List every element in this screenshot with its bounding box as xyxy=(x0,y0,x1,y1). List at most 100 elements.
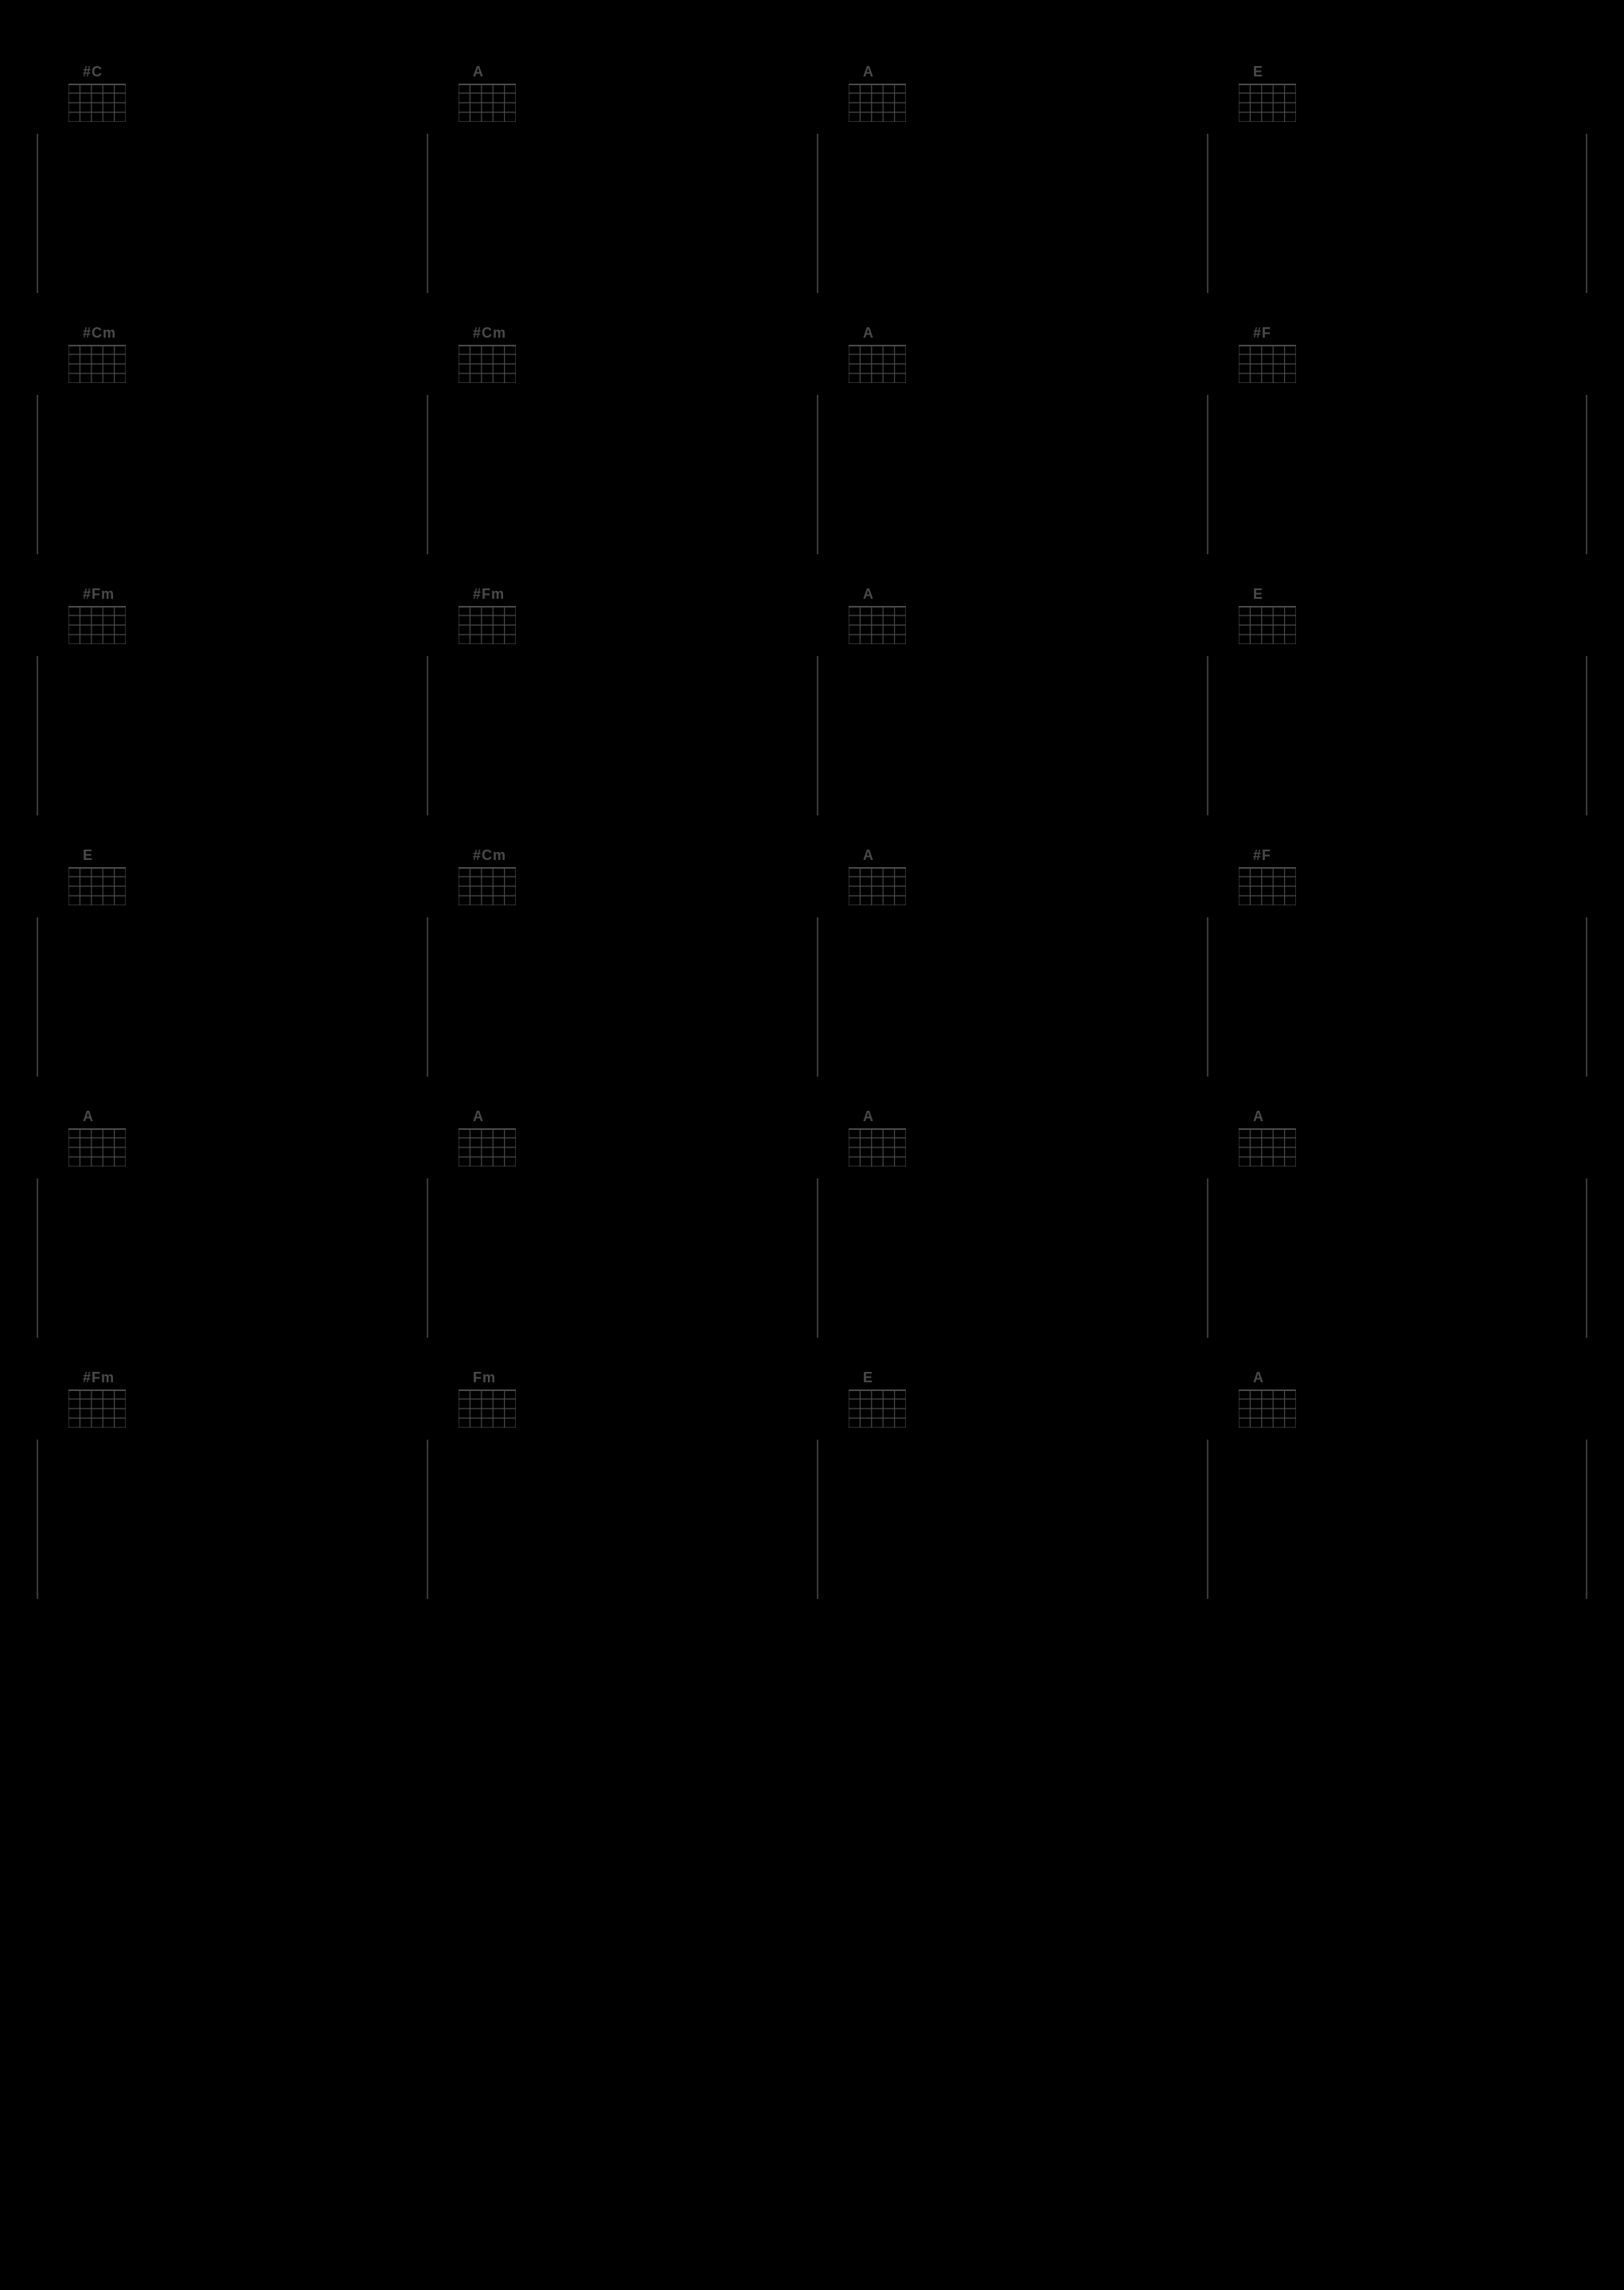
staff-area xyxy=(1207,1440,1587,1599)
chord-label: E xyxy=(1239,586,1587,603)
chord-block: E xyxy=(1207,586,1587,648)
barline xyxy=(37,656,38,815)
chord-grid xyxy=(68,84,126,122)
barline xyxy=(427,395,428,554)
barline-end xyxy=(1586,134,1587,293)
staff-area xyxy=(427,1178,807,1338)
chord-grid xyxy=(459,867,516,905)
chord-segment: A xyxy=(812,64,1202,293)
chord-grid xyxy=(1239,345,1296,383)
chord-segment: A xyxy=(422,64,812,293)
barline xyxy=(37,1440,38,1599)
barline xyxy=(1207,1178,1208,1338)
staff-area xyxy=(1207,656,1587,815)
chord-label: A xyxy=(849,847,1197,864)
chord-segment: E xyxy=(812,1370,1202,1599)
chord-segment: #Fm xyxy=(32,1370,422,1599)
chord-segment: #F xyxy=(1202,325,1592,554)
chord-grid xyxy=(459,84,516,122)
barline-end xyxy=(1586,917,1587,1077)
chord-row: #Cm #Cm A#F xyxy=(32,325,1592,554)
staff-area xyxy=(1207,395,1587,554)
chord-grid xyxy=(849,345,906,383)
chord-segment: A xyxy=(422,1108,812,1338)
barline-end xyxy=(1586,656,1587,815)
chord-segment: #F xyxy=(1202,847,1592,1077)
chord-block: #F xyxy=(1207,847,1587,909)
chord-label: #Fm xyxy=(68,1370,417,1386)
staff-area xyxy=(427,1440,807,1599)
chord-grid xyxy=(849,84,906,122)
chord-label: #Cm xyxy=(459,847,807,864)
staff-area xyxy=(37,1178,417,1338)
chord-block: #Cm xyxy=(427,325,807,387)
chord-grid xyxy=(849,606,906,644)
chord-label: Fm xyxy=(459,1370,807,1386)
chord-grid xyxy=(68,1389,126,1428)
staff-area xyxy=(817,656,1197,815)
barline xyxy=(37,395,38,554)
chord-block: A xyxy=(1207,1370,1587,1432)
staff-area xyxy=(427,134,807,293)
barline-end xyxy=(1586,395,1587,554)
chord-grid xyxy=(1239,1389,1296,1428)
chord-segment: E xyxy=(32,847,422,1077)
chord-label: A xyxy=(68,1108,417,1125)
chord-label: #Cm xyxy=(68,325,417,342)
staff-area xyxy=(37,1440,417,1599)
barline xyxy=(817,917,818,1077)
chord-label: #F xyxy=(1239,847,1587,864)
chord-block: #Fm xyxy=(37,586,417,648)
staff-area xyxy=(427,395,807,554)
chord-grid xyxy=(459,606,516,644)
chord-label: A xyxy=(1239,1108,1587,1125)
chord-label: #Cm xyxy=(459,325,807,342)
barline xyxy=(817,656,818,815)
chord-segment: A xyxy=(812,847,1202,1077)
barline xyxy=(817,395,818,554)
staff-area xyxy=(817,395,1197,554)
staff-area xyxy=(817,1178,1197,1338)
chord-grid xyxy=(459,345,516,383)
chord-label: A xyxy=(849,586,1197,603)
barline xyxy=(427,656,428,815)
chord-grid xyxy=(1239,606,1296,644)
staff-area xyxy=(817,134,1197,293)
chord-block: A xyxy=(817,586,1197,648)
chord-segment: #C xyxy=(32,64,422,293)
chord-grid xyxy=(68,606,126,644)
chord-label: E xyxy=(68,847,417,864)
barline xyxy=(1207,656,1208,815)
chord-grid xyxy=(849,1128,906,1166)
chord-grid xyxy=(1239,84,1296,122)
chord-row: AAAA xyxy=(32,1108,1592,1338)
chord-block: A xyxy=(427,1108,807,1170)
chord-block: E xyxy=(817,1370,1197,1432)
chord-grid xyxy=(1239,1128,1296,1166)
chord-grid xyxy=(849,867,906,905)
chord-block: #Cm xyxy=(37,325,417,387)
chord-row: #CAAE xyxy=(32,64,1592,293)
chord-row: #Fm Fm EA xyxy=(32,1370,1592,1599)
chord-grid xyxy=(1239,867,1296,905)
chord-block: #F xyxy=(1207,325,1587,387)
staff-area xyxy=(427,917,807,1077)
barline-end xyxy=(1586,1178,1587,1338)
barline xyxy=(37,134,38,293)
chord-segment: #Fm xyxy=(32,586,422,815)
staff-area xyxy=(1207,917,1587,1077)
chord-label: E xyxy=(849,1370,1197,1386)
chord-block: A xyxy=(817,325,1197,387)
chord-grid xyxy=(68,867,126,905)
chord-segment: A xyxy=(1202,1108,1592,1338)
staff-area xyxy=(817,1440,1197,1599)
chord-grid xyxy=(849,1389,906,1428)
chord-block: A xyxy=(817,64,1197,126)
chord-grid xyxy=(68,1128,126,1166)
chord-block: A xyxy=(1207,1108,1587,1170)
chord-label: E xyxy=(1239,64,1587,80)
chord-segment: #Cm xyxy=(422,847,812,1077)
barline xyxy=(817,134,818,293)
chord-segment: A xyxy=(1202,1370,1592,1599)
chord-segment: A xyxy=(812,586,1202,815)
